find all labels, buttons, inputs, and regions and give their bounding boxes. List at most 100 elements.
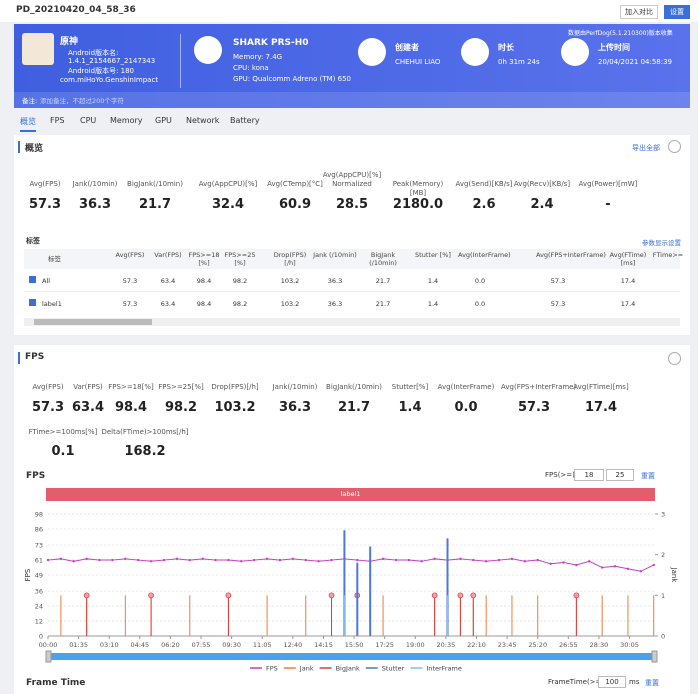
collapse-button[interactable] [668,140,681,153]
tab[interactable]: 概览 [20,116,36,132]
reset-button[interactable]: 重置 [645,679,659,687]
compare-button[interactable]: 加入对比 [620,5,658,19]
table-cell: 103.2 [280,277,300,285]
threshold-label: FPS(>=) [545,471,575,479]
cpu: CPU: kona [233,64,269,72]
fps-point [600,566,604,569]
y-tick-label: 98 [35,511,43,519]
x-tick-label: 17:25 [375,641,394,649]
x-tick-label: 28:30 [590,641,609,649]
upload-icon [561,38,589,66]
metric-value: 2.6 [472,197,496,212]
x-tick-label: 01:35 [69,641,88,649]
slider-handle[interactable] [45,650,52,663]
metric-label: FPS>=18[%] [108,383,154,391]
metric-value: - [605,197,611,212]
fps-point [304,558,307,562]
table-header-cell: Avg(InterFrame) [458,251,511,259]
tab[interactable]: Network [186,116,220,125]
legend-label[interactable]: Stutter [382,665,405,673]
metric-value: 60.9 [278,197,312,212]
x-tick-label: 22:10 [467,641,486,649]
x-tick-label: 14:15 [314,641,333,649]
tab[interactable]: Memory [110,116,143,125]
gpu: GPU: Qualcomm Adreno (TM) 650 [233,75,351,83]
x-tick-label: 23:45 [498,641,517,649]
checkbox[interactable] [29,299,36,306]
threshold-input[interactable]: 18 [574,469,604,481]
export-all[interactable]: 导出全部 [632,144,660,152]
tab[interactable]: Battery [230,116,260,125]
duration: 0h 31m 24s [498,58,540,66]
metric-label: Avg(CTemp)[°C] [267,180,323,188]
fps-point [240,560,243,563]
table-cell: All [42,277,51,285]
creator-label: 创建者 [395,43,419,52]
metric-label: Avg(FTime)[ms] [573,383,629,391]
metric-label: Jank(/10min) [72,180,118,188]
bigjank-marker [83,592,90,599]
table-cell: 36.3 [327,300,343,308]
frame-time-input[interactable]: 100 [598,676,626,688]
metric-value: 168.2 [124,444,166,459]
fps-point [278,558,282,562]
table-cell: 63.4 [160,300,176,308]
frame-time-unit: ms [629,678,640,686]
legend-label[interactable]: Jank [299,665,314,673]
label-band: label1 [46,488,655,501]
slider-handle[interactable] [651,650,658,663]
row-divider [24,291,680,292]
settings-button[interactable]: 设置 [664,5,690,19]
y-tick-label: 12 [35,618,43,626]
x-tick-label: 25:20 [528,641,547,649]
fps-point [252,558,256,562]
y-tick-label: 86 [35,525,43,533]
creator: CHEHUI LIAO [395,58,441,66]
table-header-cell: Drop(FPS) [/h] [273,251,307,267]
fps-point [317,560,320,563]
reset-button[interactable]: 重置 [641,472,655,480]
metric-label: Avg(AppCPU)[%] Normalized [322,171,382,188]
version-name: 1.4.1_2154667_2147343 [68,57,156,65]
version-code: Android版本号: 180 [68,67,135,75]
table-header-cell: Avg(FTime) [ms] [609,251,647,267]
scroll-thumb[interactable] [34,319,152,325]
table-cell: 57.3 [550,300,566,308]
fps-point [588,560,591,563]
fps-point [523,560,527,563]
metric-value: 0.1 [51,444,75,459]
table-cell: 57.3 [122,300,138,308]
table-cell: 57.3 [550,277,566,285]
table-header-cell: BigJank (/10min) [369,251,397,267]
tab[interactable]: CPU [80,116,97,125]
column-settings[interactable]: 参数显示设置 [642,239,681,247]
checkbox[interactable] [29,276,36,283]
table-cell: 17.4 [620,300,636,308]
tab[interactable]: FPS [50,116,65,125]
x-tick-label: 19:00 [406,641,425,649]
metric-value: 57.3 [28,197,62,212]
threshold-input[interactable]: 25 [606,469,634,481]
fps-point [72,560,75,563]
device-name: SHARK PRS-H0 [233,38,309,48]
metric-label: FTime>=100ms[%] [28,428,98,436]
legend-label[interactable]: InterFrame [426,665,462,673]
fps-point [459,557,462,561]
metric-value: 2.4 [530,197,554,212]
metric-label: Peak(Memory)[MB] [392,180,444,197]
device-icon [194,36,222,64]
metric-value: 32.4 [211,197,245,212]
x-tick-label: 12:40 [283,641,302,649]
metric-label: Avg(InterFrame) [437,383,495,391]
duration-icon [461,38,489,66]
table-header-cell: Jank (/10min) [313,251,357,259]
collapse-button[interactable] [668,352,681,365]
y2-axis-label: Jank [670,567,678,584]
metric-value: 1.4 [398,400,422,415]
tab[interactable]: GPU [155,116,172,125]
legend-label[interactable]: FPS [266,665,278,673]
legend-label[interactable]: BigJank [336,665,360,673]
note-input[interactable]: 添加备注，不超过200个字符 [40,97,124,105]
table-cell: 36.3 [327,277,343,285]
note-strip [14,92,690,108]
